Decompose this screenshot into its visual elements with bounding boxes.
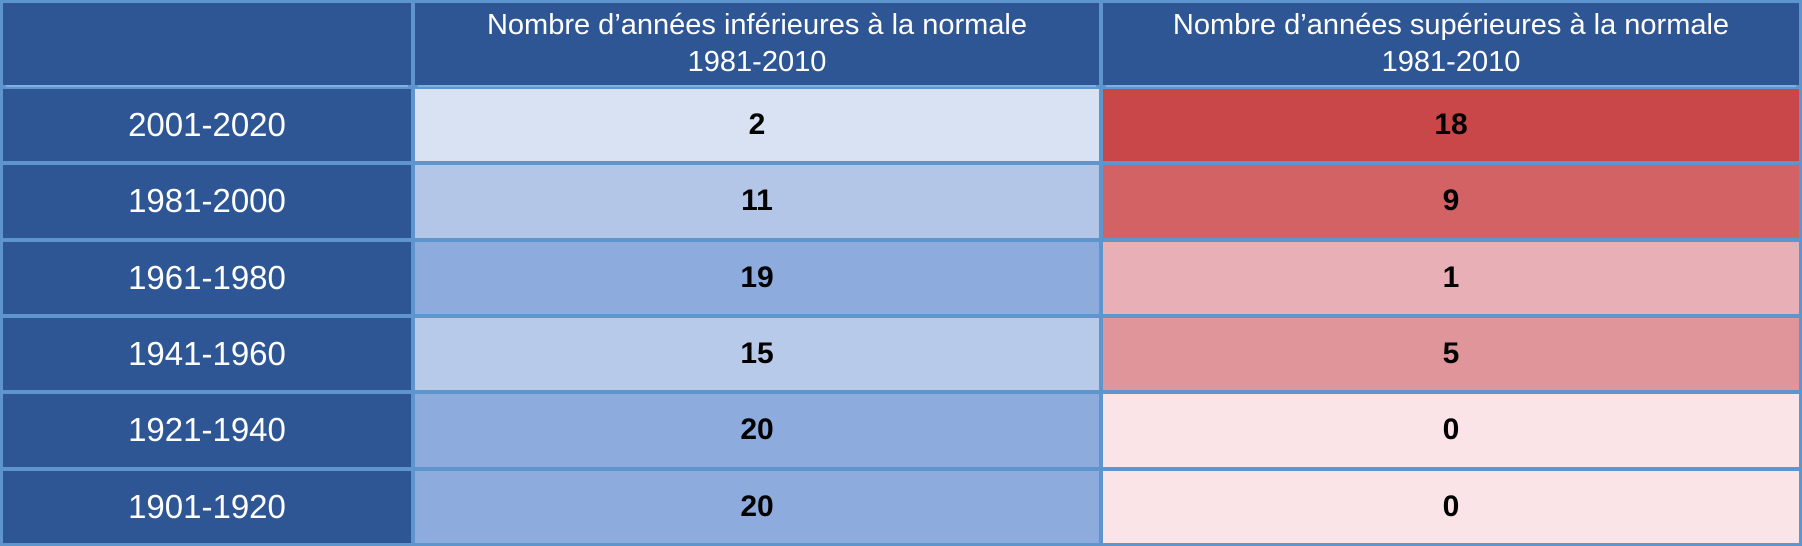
period-cell: 1981-2000 — [3, 165, 411, 238]
header-corner-cell — [3, 3, 411, 85]
above-normal-value-cell: 5 — [1103, 318, 1799, 391]
header-below-normal: Nombre d’années inférieures à la normale… — [415, 3, 1099, 85]
below-normal-value-cell: 19 — [415, 241, 1099, 314]
header-above-normal: Nombre d’années supérieures à la normale… — [1103, 3, 1799, 85]
above-normal-value-cell: 0 — [1103, 394, 1799, 467]
above-normal-value-cell: 1 — [1103, 241, 1799, 314]
period-cell: 1901-1920 — [3, 470, 411, 543]
above-normal-value-cell: 9 — [1103, 165, 1799, 238]
above-normal-value-cell: 18 — [1103, 89, 1799, 162]
below-normal-value-cell: 2 — [415, 89, 1099, 162]
header-above-normal-line2: 1981-2010 — [1381, 46, 1521, 78]
below-normal-value-cell: 20 — [415, 394, 1099, 467]
above-normal-value-cell: 0 — [1103, 470, 1799, 543]
header-below-normal-line2: 1981-2010 — [687, 46, 827, 78]
below-normal-value-cell: 20 — [415, 470, 1099, 543]
below-normal-value-cell: 15 — [415, 318, 1099, 391]
header-above-normal-line1: Nombre d’années supérieures à la normale — [1172, 8, 1730, 41]
period-cell: 1921-1940 — [3, 394, 411, 467]
header-below-normal-line1: Nombre d’années inférieures à la normale — [486, 8, 1027, 41]
below-normal-value-cell: 11 — [415, 165, 1099, 238]
period-cell: 1961-1980 — [3, 241, 411, 314]
period-cell: 2001-2020 — [3, 89, 411, 162]
period-cell: 1941-1960 — [3, 318, 411, 391]
